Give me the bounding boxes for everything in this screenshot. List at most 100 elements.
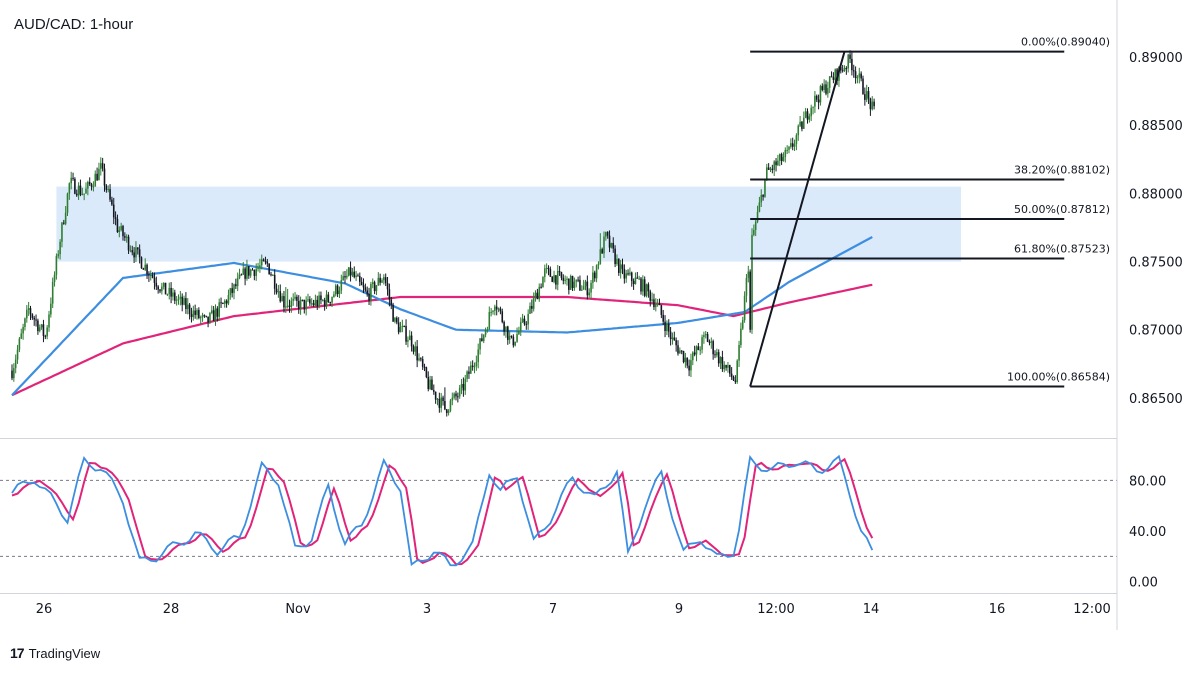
- candle-down: [531, 305, 533, 309]
- candle-down: [841, 70, 844, 72]
- candle-up: [766, 167, 768, 180]
- candle-up: [828, 76, 831, 89]
- fib-level-label: 0.00%(0.89040): [1021, 36, 1110, 49]
- oscillator-tick-label: 80.00: [1129, 474, 1166, 489]
- brand-name: TradingView: [28, 645, 101, 661]
- candle-up: [68, 183, 71, 194]
- candle-up: [671, 337, 674, 340]
- candle-up: [85, 188, 87, 194]
- candle-up: [599, 249, 602, 264]
- candle-down: [357, 275, 359, 277]
- candle-down: [775, 161, 777, 166]
- candle-up: [98, 168, 100, 181]
- candle-up: [375, 285, 378, 292]
- candle-up: [764, 179, 766, 197]
- candle-up: [305, 300, 307, 310]
- candle-down: [431, 379, 433, 391]
- candle-down: [815, 95, 818, 100]
- candle-down: [388, 289, 391, 300]
- candle-up: [716, 352, 718, 356]
- candle-down: [190, 314, 193, 318]
- time-tick-label: 3: [423, 602, 431, 617]
- candle-down: [301, 299, 304, 301]
- candle-up: [447, 410, 450, 414]
- candle-up: [655, 304, 657, 308]
- candle-up: [692, 352, 694, 361]
- fibonacci-retracement: 0.00%(0.89040) 38.20%(0.88102) 50.00%(0.87…: [749, 36, 1110, 388]
- candle-down: [181, 296, 183, 305]
- candle-down: [649, 291, 652, 301]
- candle-up: [847, 54, 849, 69]
- candle-up: [756, 211, 759, 222]
- candle-down: [205, 315, 208, 317]
- price-tick-label: 0.87000: [1129, 324, 1183, 339]
- candle-up: [703, 335, 705, 338]
- candle-down: [279, 291, 282, 302]
- candle-up: [556, 271, 559, 285]
- candle-up: [544, 268, 546, 277]
- candle-down: [240, 274, 243, 276]
- candle-down: [653, 299, 655, 308]
- candle-up: [175, 299, 178, 301]
- candle-up: [529, 305, 531, 314]
- candle-up: [255, 268, 257, 276]
- candle-up: [723, 364, 726, 370]
- candle-up: [754, 221, 757, 230]
- candle-down: [297, 300, 300, 310]
- candle-down: [262, 259, 265, 262]
- candle-up: [527, 313, 529, 325]
- candle-up: [719, 356, 722, 364]
- candle-up: [684, 357, 687, 363]
- candle-down: [612, 242, 615, 249]
- candle-up: [812, 106, 814, 108]
- candle-up: [490, 311, 492, 313]
- candle-down: [323, 300, 326, 307]
- candle-up: [129, 250, 132, 252]
- price-tick-label: 0.88000: [1129, 187, 1183, 202]
- candle-up: [823, 84, 825, 91]
- candle-up: [70, 177, 72, 184]
- candle-down: [688, 365, 690, 371]
- candle-up: [545, 267, 548, 269]
- candle-down: [675, 340, 677, 346]
- candle-up: [257, 267, 259, 269]
- candle-down: [725, 364, 727, 368]
- candle-up: [808, 116, 811, 120]
- candle-up: [645, 284, 648, 296]
- candle-up: [575, 279, 578, 282]
- candle-up: [24, 318, 26, 327]
- candle-down: [416, 346, 418, 361]
- candle-down: [421, 359, 424, 367]
- candle-up: [553, 275, 555, 282]
- candle-down: [366, 290, 368, 294]
- time-tick-label: 12:00: [1073, 602, 1110, 617]
- candle-up: [436, 398, 439, 400]
- candle-up: [77, 185, 80, 196]
- candle-down: [586, 281, 589, 296]
- candle-down: [296, 296, 298, 301]
- candle-up: [584, 281, 587, 287]
- candle-up: [64, 212, 67, 224]
- candle-up: [843, 68, 846, 71]
- candle-up: [479, 338, 481, 350]
- candle-up: [449, 400, 452, 411]
- candle-up: [383, 277, 385, 281]
- candle-up: [299, 299, 302, 310]
- candle-up: [51, 281, 54, 304]
- candle-up: [778, 154, 781, 161]
- candle-up: [804, 111, 807, 118]
- fib-level-label: 61.80%(0.87523): [1014, 242, 1110, 255]
- candle-up: [619, 264, 622, 273]
- candle-down: [510, 335, 513, 337]
- candle-down: [721, 356, 724, 370]
- candle-down: [35, 319, 37, 321]
- candle-up: [782, 157, 785, 162]
- candle-up: [183, 298, 185, 305]
- candle-down: [368, 293, 370, 301]
- candle-up: [466, 371, 468, 379]
- candle-up: [592, 272, 594, 283]
- candle-down: [434, 391, 437, 400]
- candle-down: [37, 320, 39, 332]
- candle-up: [418, 358, 420, 361]
- candle-up: [475, 362, 478, 367]
